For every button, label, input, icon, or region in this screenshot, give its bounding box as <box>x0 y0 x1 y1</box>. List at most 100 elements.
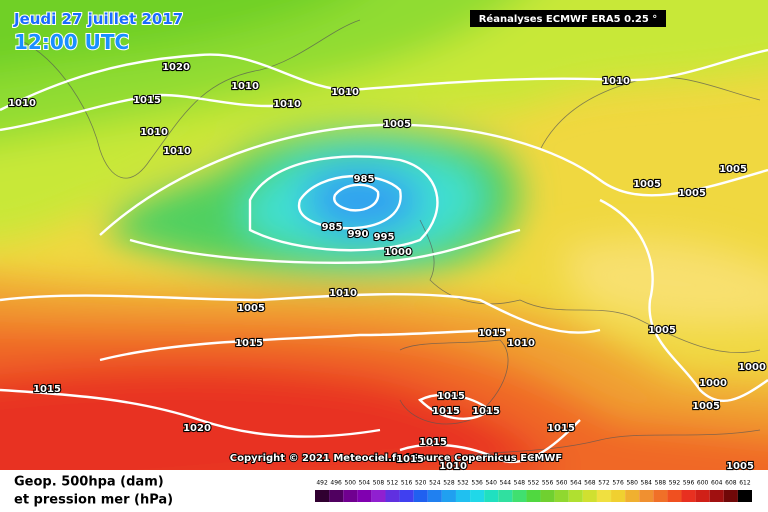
scale-label: 496 <box>330 480 342 487</box>
scale-label: 600 <box>697 480 709 487</box>
scale-swatch <box>737 490 752 502</box>
scale-swatch <box>399 490 414 502</box>
scale-swatch <box>413 490 428 502</box>
isobar-label: 1010 <box>602 76 630 87</box>
scale-swatch <box>441 490 456 502</box>
isobar-label: 1000 <box>738 362 766 373</box>
scale-swatch <box>484 490 499 502</box>
scale-label: 524 <box>429 480 441 487</box>
isobar-label: 1010 <box>439 461 467 472</box>
scale-swatch <box>343 490 358 502</box>
source: Réanalyses ECMWF ERA5 0.25 ° <box>479 13 658 25</box>
scale-label: 560 <box>556 480 568 487</box>
isobar-label: 1010 <box>140 127 168 138</box>
scale-swatch <box>667 490 682 502</box>
isobar-label: 1005 <box>383 119 411 130</box>
scale-label: 552 <box>528 480 540 487</box>
isobar-label: 1005 <box>692 401 720 412</box>
isobar-label: 995 <box>374 232 395 243</box>
legend-line: et pression mer (hPa) <box>14 493 173 508</box>
scale-label: 516 <box>401 480 413 487</box>
isobar-label: 1000 <box>384 247 412 258</box>
scale-swatch <box>653 490 668 502</box>
isobar-label: 1015 <box>472 406 500 417</box>
scale-label: 508 <box>373 480 385 487</box>
scale-swatch <box>695 490 710 502</box>
isobar-label: 1010 <box>231 81 259 92</box>
isobar-label: 1020 <box>183 423 211 434</box>
scale-swatch <box>315 490 330 502</box>
scale-label: 512 <box>387 480 399 487</box>
isobar-label: 1015 <box>432 406 460 417</box>
scale-label: 548 <box>514 480 526 487</box>
scale-swatch <box>427 490 442 502</box>
isobar-label: 1005 <box>633 179 661 190</box>
scale-label: 592 <box>669 480 681 487</box>
scale-label: 556 <box>542 480 554 487</box>
scale-label: 572 <box>598 480 610 487</box>
isobar-label: 1015 <box>478 328 506 339</box>
copyright: Copyright © 2021 Meteociel.fr / Source C… <box>230 453 562 464</box>
scale-swatch <box>625 490 640 502</box>
scale-swatch <box>470 490 485 502</box>
isobar-label: 985 <box>354 174 375 185</box>
legend-line: Geop. 500hpa (dam) <box>14 475 164 490</box>
scale-label: 540 <box>485 480 497 487</box>
scale-label: 564 <box>570 480 582 487</box>
isobar-label: 1005 <box>237 303 265 314</box>
scale-swatch <box>582 490 597 502</box>
scale-swatch <box>554 490 569 502</box>
isobar-label: 1020 <box>162 62 190 73</box>
isobar-label: 1015 <box>437 391 465 402</box>
scale-label: 544 <box>500 480 512 487</box>
scale-swatch <box>639 490 654 502</box>
isobar-label: 1005 <box>719 164 747 175</box>
isobar-label: 1010 <box>273 99 301 110</box>
scale-swatch <box>709 490 724 502</box>
scale-swatch <box>329 490 344 502</box>
scale-swatch <box>385 490 400 502</box>
scale-swatch <box>611 490 626 502</box>
scale-label: 604 <box>711 480 723 487</box>
scale-label: 612 <box>739 480 751 487</box>
isobar-label: 1005 <box>648 325 676 336</box>
isobar-label: 1010 <box>331 87 359 98</box>
isobar-label: 1015 <box>133 95 161 106</box>
isobar-label: 1015 <box>396 454 424 465</box>
isobar-label: 990 <box>348 229 369 240</box>
isobar-label: 1010 <box>8 98 36 109</box>
scale-label: 608 <box>725 480 737 487</box>
scale-label: 568 <box>584 480 596 487</box>
isobar-label: 1015 <box>33 384 61 395</box>
scale-swatch <box>723 490 738 502</box>
isobar-label: 1005 <box>678 188 706 199</box>
scale-label: 500 <box>345 480 357 487</box>
scale-label: 536 <box>471 480 483 487</box>
scale-swatch <box>681 490 696 502</box>
isobar-label: 1015 <box>419 437 447 448</box>
time: 12:00 UTC <box>14 30 129 54</box>
scale-label: 576 <box>612 480 624 487</box>
scale-swatch <box>371 490 386 502</box>
scale-swatch <box>512 490 527 502</box>
scale-swatch <box>596 490 612 502</box>
isobar-label: 1015 <box>235 338 263 349</box>
scale-swatch <box>498 490 513 502</box>
scale-label: 580 <box>626 480 638 487</box>
isobar-label: 1010 <box>163 146 191 157</box>
scale-swatch <box>357 490 372 502</box>
scale-swatch <box>540 490 555 502</box>
isobar-label: 1005 <box>726 461 754 472</box>
isobar-label: 1010 <box>329 288 357 299</box>
scale-label: 588 <box>655 480 667 487</box>
scale-label: 596 <box>683 480 695 487</box>
scale-label: 584 <box>641 480 653 487</box>
isobar-label: 1010 <box>507 338 535 349</box>
isobar-label: 985 <box>322 222 343 233</box>
isobar-label: 1015 <box>547 423 575 434</box>
scale-label: 520 <box>415 480 427 487</box>
scale-label: 492 <box>316 480 328 487</box>
